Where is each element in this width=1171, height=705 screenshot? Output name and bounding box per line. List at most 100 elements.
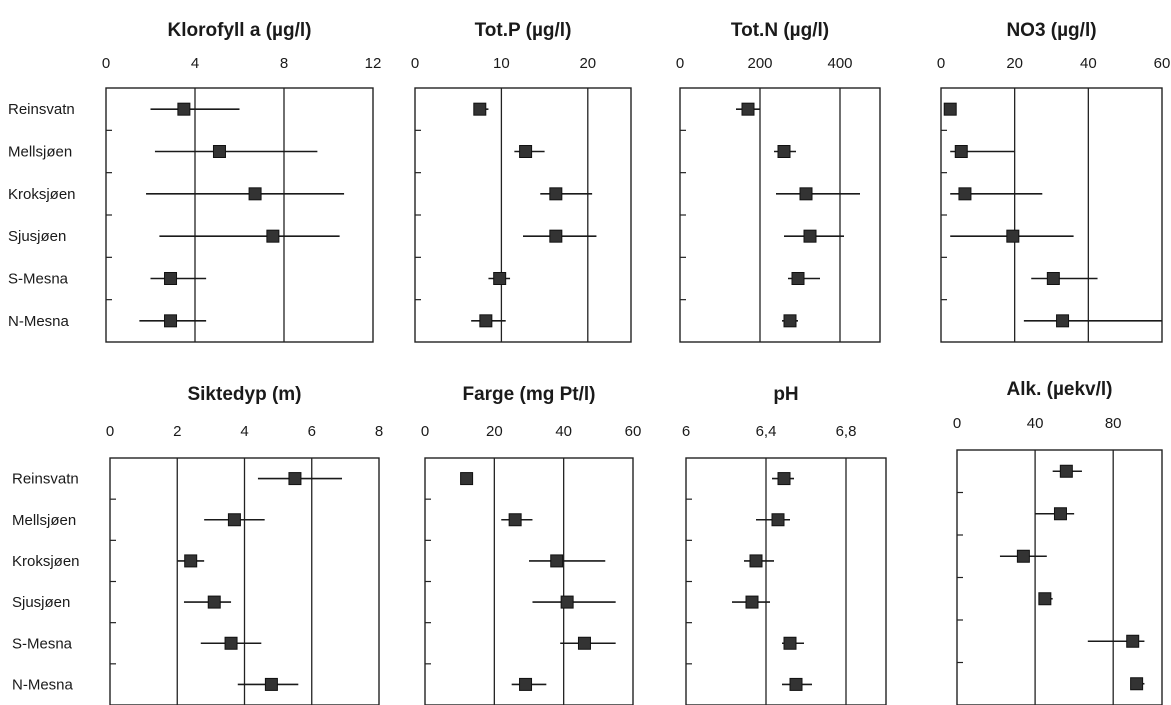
data-point-reinsvatn	[777, 472, 791, 486]
data-point-sjusj-en	[207, 595, 221, 609]
data-point-s-mesna	[1046, 272, 1060, 285]
panel-title: Tot.P (µg/l)	[475, 20, 572, 41]
x-tick-label: 20	[1006, 55, 1023, 72]
data-point-n-mesna	[1130, 677, 1144, 691]
x-tick-label: 0	[421, 423, 429, 440]
data-point-sjusj-en	[560, 595, 574, 609]
x-tick-label: 6	[682, 423, 690, 440]
data-point-mellsj-en	[954, 145, 968, 158]
data-point-mellsj-en	[1053, 507, 1067, 521]
data-point-n-mesna	[164, 314, 178, 328]
data-point-s-mesna	[783, 636, 797, 650]
category-label-s-mesna: S-Mesna	[8, 271, 69, 288]
x-tick-label: 4	[191, 55, 199, 72]
data-point-s-mesna	[224, 636, 238, 650]
x-tick-label: 6,4	[756, 423, 777, 440]
data-point-n-mesna	[479, 314, 493, 328]
data-point-reinsvatn	[943, 102, 957, 116]
panel-farge-mg-pt-l: Farge (mg Pt/l) 0 20 40 60	[421, 384, 642, 705]
data-point-n-mesna	[783, 314, 797, 328]
category-label-reinsvatn: Reinsvatn	[8, 101, 75, 118]
panel-tot-n-g-l: Tot.N (µg/l) 0 200 400	[676, 20, 881, 343]
data-point-sjusj-en	[1038, 592, 1052, 606]
data-point-kroksj-en	[549, 187, 563, 201]
x-tick-label: 40	[1080, 55, 1097, 72]
data-point-n-mesna	[789, 677, 803, 691]
x-tick-label: 8	[375, 423, 383, 440]
data-point-s-mesna	[1126, 634, 1140, 648]
data-point-kroksj-en	[799, 187, 813, 201]
data-point-n-mesna	[264, 677, 278, 691]
x-tick-label: 0	[937, 55, 945, 72]
x-tick-label: 60	[1154, 55, 1171, 72]
panel-title: NO3 (µg/l)	[1006, 20, 1096, 41]
x-tick-label: 0	[106, 423, 114, 440]
panel-siktedyp-m: Siktedyp (m) 0 2 4 6 8 Reinsvatn Mellsjøen Kroks…	[12, 384, 383, 705]
category-label-s-mesna: S-Mesna	[12, 635, 73, 652]
data-point-sjusj-en	[745, 595, 759, 609]
plot-frame	[679, 87, 881, 343]
panel-title: Klorofyll a (µg/l)	[168, 20, 312, 41]
x-tick-label: 6,8	[836, 423, 857, 440]
data-point-mellsj-en	[212, 145, 226, 158]
panel-tot-p-g-l: Tot.P (µg/l) 0 10 20	[411, 20, 632, 343]
x-tick-label: 2	[173, 423, 181, 440]
x-tick-label: 80	[1105, 415, 1122, 432]
data-point-kroksj-en	[550, 554, 564, 568]
data-point-reinsvatn	[741, 102, 755, 116]
x-tick-label: 4	[240, 423, 248, 440]
panel-title: Tot.N (µg/l)	[731, 20, 829, 41]
data-point-reinsvatn	[288, 472, 302, 486]
x-tick-label: 20	[486, 423, 503, 440]
panel-title: pH	[773, 384, 798, 405]
x-tick-label: 40	[555, 423, 572, 440]
category-label-mellsj-en: Mellsjøen	[8, 144, 72, 161]
data-point-mellsj-en	[771, 513, 785, 527]
panel-title: Farge (mg Pt/l)	[462, 384, 595, 405]
plot-frame	[956, 449, 1163, 705]
x-tick-label: 0	[676, 55, 684, 72]
category-label-n-mesna: N-Mesna	[12, 676, 74, 693]
x-tick-label: 8	[280, 55, 288, 72]
panel-no3-g-l: NO3 (µg/l) 0 20 40 60	[937, 20, 1171, 343]
panel-alk-ekv-l: Alk. (µekv/l) 0 40 80	[953, 379, 1163, 705]
data-point-kroksj-en	[1016, 549, 1030, 563]
data-point-sjusj-en	[549, 229, 563, 243]
x-tick-label: 12	[365, 55, 382, 72]
x-tick-label: 200	[747, 55, 772, 72]
data-point-sjusj-en	[803, 229, 817, 243]
data-point-reinsvatn	[460, 472, 474, 486]
x-tick-label: 0	[953, 415, 961, 432]
panel-title: Siktedyp (m)	[187, 384, 301, 405]
x-tick-label: 40	[1027, 415, 1044, 432]
data-point-sjusj-en	[1006, 229, 1020, 243]
data-point-mellsj-en	[777, 145, 791, 158]
data-point-sjusj-en	[266, 229, 280, 243]
plot-frame	[685, 457, 887, 705]
category-label-reinsvatn: Reinsvatn	[12, 471, 79, 488]
panel-klorofyll-a-g-l: Klorofyll a (µg/l) 0 4 8 12 Reinsvatn Mellsjøe…	[8, 20, 382, 343]
plot-frame	[424, 457, 634, 705]
data-point-kroksj-en	[184, 554, 198, 568]
category-label-n-mesna: N-Mesna	[8, 313, 70, 330]
data-point-kroksj-en	[248, 187, 262, 201]
data-point-kroksj-en	[958, 187, 972, 201]
panel-ph: pH 6 6,4 6,8	[682, 384, 887, 705]
x-tick-label: 6	[308, 423, 316, 440]
x-tick-label: 10	[493, 55, 510, 72]
plot-frame	[414, 87, 632, 343]
plot-frame	[940, 87, 1163, 343]
data-point-n-mesna	[1056, 314, 1070, 328]
data-point-kroksj-en	[749, 554, 763, 568]
x-tick-label: 0	[411, 55, 419, 72]
data-point-reinsvatn	[473, 102, 487, 116]
data-point-mellsj-en	[519, 145, 533, 158]
panel-title: Alk. (µekv/l)	[1007, 379, 1113, 400]
data-point-mellsj-en	[227, 513, 241, 527]
data-point-s-mesna	[791, 272, 805, 285]
data-point-s-mesna	[577, 636, 591, 650]
category-label-sjusj-en: Sjusjøen	[8, 228, 66, 245]
data-point-mellsj-en	[508, 513, 522, 527]
x-tick-label: 60	[625, 423, 642, 440]
